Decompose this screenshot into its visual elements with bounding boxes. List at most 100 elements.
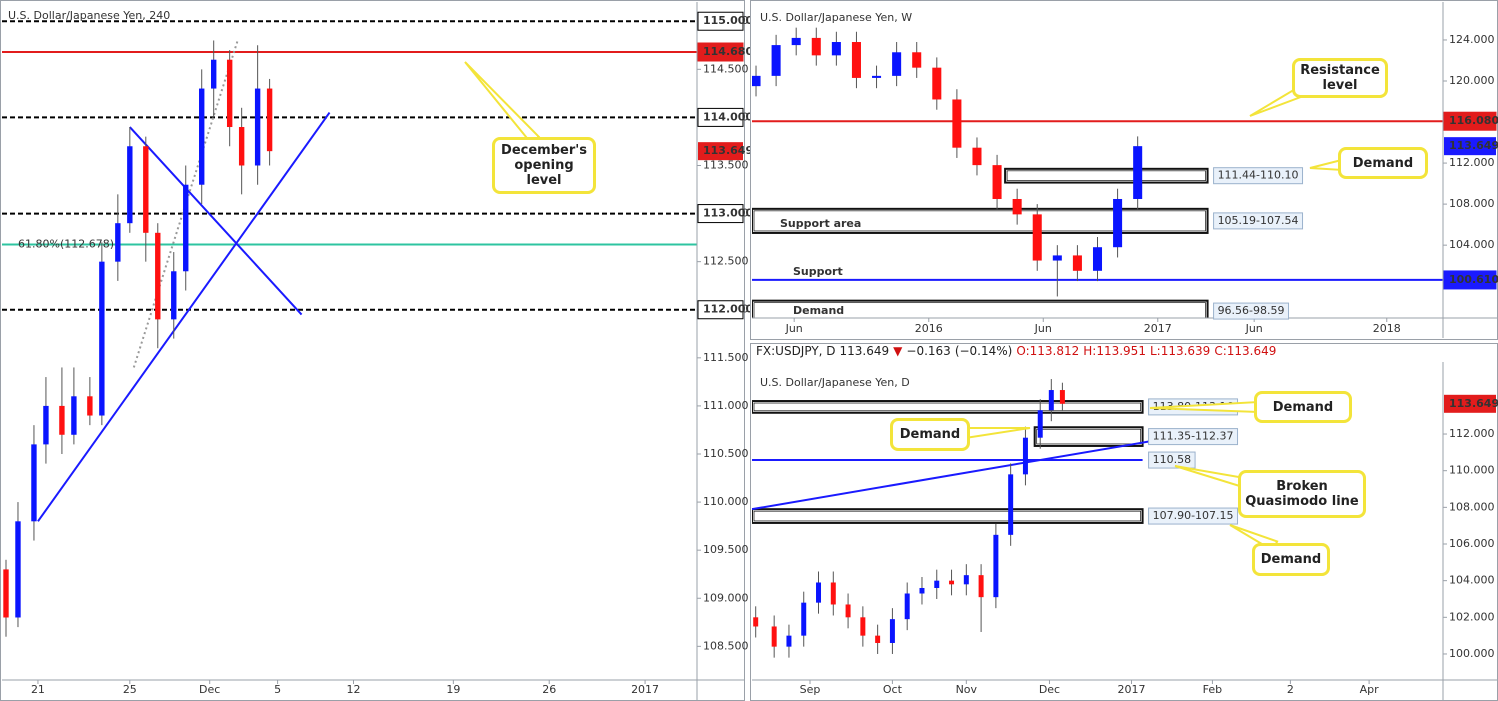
x-tick-label: Feb bbox=[1203, 683, 1222, 696]
annotation: Support bbox=[793, 265, 843, 278]
level-tag bbox=[697, 300, 744, 320]
last-price-tag bbox=[1444, 394, 1496, 413]
candle-body bbox=[71, 396, 77, 435]
candle-body bbox=[1022, 437, 1028, 475]
level-tag bbox=[697, 42, 744, 62]
level-tag-label: 113.000 bbox=[703, 207, 753, 220]
chart-title: U.S. Dollar/Japanese Yen, 240 bbox=[8, 9, 170, 22]
y-tick-label: 112.500 bbox=[703, 255, 749, 268]
candle-body bbox=[115, 223, 121, 262]
y-tick-label: 108.500 bbox=[703, 639, 749, 652]
y-tick-label: 100.000 bbox=[1449, 647, 1495, 660]
zone-inner bbox=[753, 302, 1206, 318]
candle-body bbox=[889, 619, 895, 643]
plot bbox=[752, 379, 1167, 658]
last-price-tag bbox=[698, 142, 743, 161]
candle-body bbox=[771, 45, 781, 76]
x-tick-label: Jun bbox=[1245, 322, 1263, 335]
candle-body bbox=[1072, 255, 1082, 271]
zone-label-box bbox=[1148, 428, 1239, 446]
level-tag bbox=[697, 107, 744, 127]
candle-body bbox=[949, 580, 955, 585]
level-tag bbox=[697, 11, 744, 31]
zone-label: 111.35-112.37 bbox=[1153, 430, 1234, 443]
quote-field: H:113.951 bbox=[1083, 344, 1146, 358]
zone-inner bbox=[753, 402, 1141, 412]
annotation: Support area bbox=[780, 217, 861, 230]
level-tag-label: 114.680 bbox=[703, 45, 753, 58]
candle-body bbox=[753, 617, 759, 627]
chart-title: U.S. Dollar/Japanese Yen, W bbox=[760, 11, 912, 24]
x-tick-label: 2 bbox=[1287, 683, 1294, 696]
x-tick-label: 19 bbox=[446, 683, 460, 696]
annotation: Demand bbox=[793, 304, 844, 317]
zone-label: 111.44-110.10 bbox=[1218, 169, 1299, 182]
quote-field: FX:USDJPY, D bbox=[756, 344, 836, 358]
candle-body bbox=[1092, 247, 1103, 271]
last-price-label: 113.649 bbox=[1449, 397, 1498, 410]
candle-body bbox=[811, 37, 821, 56]
candle-body bbox=[226, 59, 233, 128]
y-tick-label: 108.000 bbox=[1449, 500, 1495, 513]
zone-label: 96.56-98.59 bbox=[1218, 304, 1285, 317]
candle-body bbox=[978, 575, 984, 598]
candle-body bbox=[210, 59, 217, 89]
x-tick-label: Oct bbox=[883, 683, 903, 696]
x-tick-label: Sep bbox=[800, 683, 821, 696]
callout: Broken Quasimodo line bbox=[1238, 470, 1366, 518]
candle-body bbox=[1052, 255, 1062, 261]
callout: Demand bbox=[890, 418, 970, 451]
plot bbox=[2, 20, 697, 637]
candle-body bbox=[830, 582, 836, 605]
zone bbox=[752, 508, 1144, 524]
candle-body bbox=[143, 146, 149, 233]
y-tick-label: 110.000 bbox=[1449, 464, 1495, 477]
plot bbox=[752, 27, 1443, 318]
zone bbox=[1004, 167, 1209, 184]
candle-body bbox=[904, 593, 910, 620]
candle-body bbox=[155, 232, 161, 320]
candle-body bbox=[87, 396, 93, 416]
candle-body bbox=[183, 184, 189, 272]
zone-label-box bbox=[1213, 212, 1304, 230]
candle-body bbox=[1032, 214, 1042, 261]
quote-field: 113.649 bbox=[839, 344, 890, 358]
level-label-box bbox=[1148, 451, 1196, 469]
zone bbox=[752, 299, 1209, 318]
quote-field: ▼ bbox=[893, 344, 903, 358]
quote-field: C:113.649 bbox=[1214, 344, 1277, 358]
candle-body bbox=[872, 75, 882, 78]
candle-body bbox=[831, 42, 841, 56]
zone-label-box bbox=[1148, 507, 1239, 525]
candle-body bbox=[892, 52, 902, 76]
zone bbox=[1033, 426, 1144, 447]
y-tick-label: 120.000 bbox=[1449, 74, 1495, 87]
x-tick-label: Jun bbox=[1034, 322, 1052, 335]
zone-label-box bbox=[1213, 167, 1304, 185]
candle-body bbox=[851, 42, 861, 78]
candle-body bbox=[791, 37, 801, 46]
callout: Demand bbox=[1254, 391, 1352, 423]
x-tick-label: 2018 bbox=[1373, 322, 1401, 335]
x-tick-label: Dec bbox=[199, 683, 220, 696]
callout: Demand bbox=[1252, 543, 1330, 576]
candle-body bbox=[15, 521, 21, 618]
candle-body bbox=[801, 602, 807, 636]
candle-body bbox=[952, 99, 962, 148]
candle-body bbox=[912, 52, 922, 68]
zone-inner bbox=[1006, 170, 1206, 181]
candle-body bbox=[266, 88, 273, 152]
y-tick-label: 102.000 bbox=[1449, 610, 1495, 623]
candle-body bbox=[771, 626, 777, 647]
candle-body bbox=[845, 604, 851, 618]
zone-label-box bbox=[1213, 302, 1290, 320]
candle-body bbox=[31, 444, 37, 522]
x-tick-label: 2017 bbox=[631, 683, 659, 696]
candle-body bbox=[875, 635, 881, 643]
quote-field: O:113.812 bbox=[1016, 344, 1080, 358]
candle-body bbox=[43, 405, 49, 445]
x-tick-label: 26 bbox=[542, 683, 556, 696]
zone-label: 107.90-107.15 bbox=[1153, 509, 1234, 522]
candle-body bbox=[1133, 146, 1143, 199]
